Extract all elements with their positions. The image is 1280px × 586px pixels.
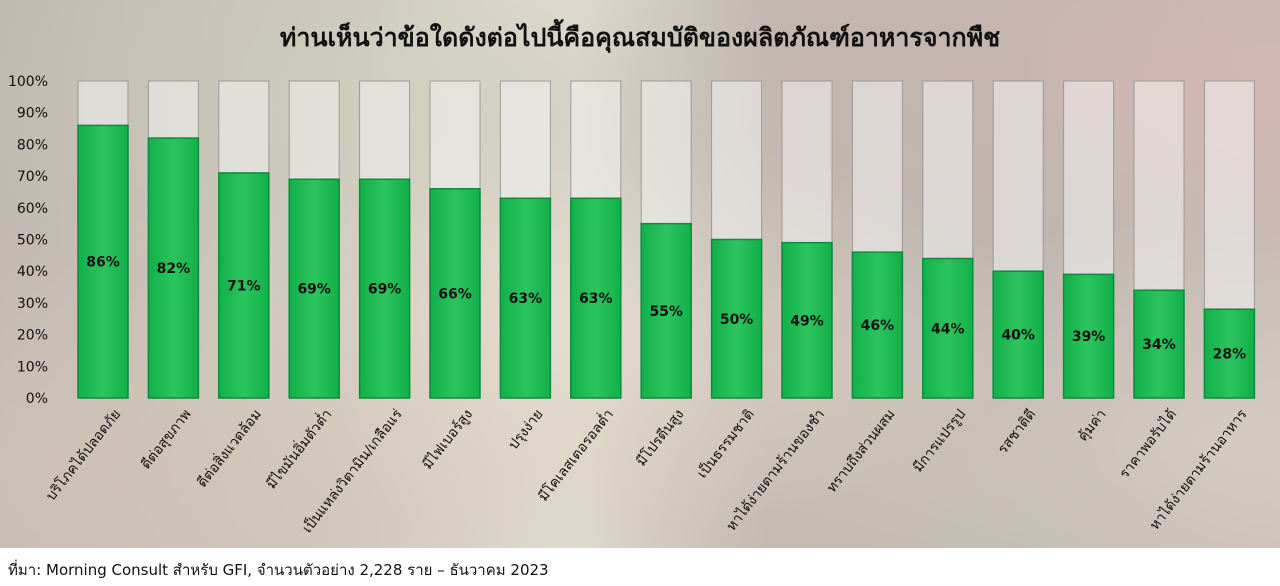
- bar: [922, 257, 974, 399]
- category-label: ดีต่อสิ่งแวดล้อม: [193, 405, 265, 490]
- bar-value-label: 69%: [297, 282, 331, 298]
- bar: [429, 188, 481, 399]
- y-tick-label: 30%: [17, 296, 48, 312]
- y-tick-label: 0%: [26, 391, 48, 407]
- category-label: เป็นธรรมชาติ: [693, 405, 758, 481]
- bar: [710, 238, 763, 399]
- y-tick-label: 100%: [8, 74, 48, 90]
- bar-value-label: 55%: [649, 304, 683, 320]
- bar: [851, 251, 904, 399]
- y-tick-label: 90%: [17, 106, 48, 122]
- bar-value-label: 82%: [157, 261, 191, 277]
- category-label: มีโปรตีนสูง: [633, 406, 688, 469]
- bar-value-label: 28%: [1213, 347, 1247, 363]
- bar: [218, 172, 270, 399]
- bar-value-label: 66%: [438, 286, 472, 302]
- category-label: บริโภคได้ปลอดภัย: [42, 406, 124, 504]
- y-tick-label: 80%: [17, 137, 48, 153]
- bar: [781, 241, 833, 399]
- bar-value-label: 40%: [1001, 328, 1035, 344]
- bar: [1133, 289, 1185, 399]
- category-label: มีโคเลสเตอรอลต่ำ: [534, 405, 617, 504]
- y-tick-label: 50%: [17, 233, 48, 249]
- category-label: มีการแปรรูป: [910, 407, 969, 476]
- bar-value-label: 71%: [227, 278, 261, 294]
- bar: [992, 270, 1044, 399]
- category-label: มีไขมันอิ่มตัวต่ำ: [262, 405, 335, 492]
- category-label: ทราบถึงส่วนผสม: [824, 407, 899, 496]
- bar-value-label: 49%: [790, 313, 824, 329]
- bar-value-label: 63%: [509, 291, 543, 307]
- bar-value-label: 69%: [368, 282, 402, 298]
- bar: [288, 178, 340, 399]
- source-note: ที่มา: Morning Consult สำหรับ GFI, จำนวน…: [8, 561, 549, 579]
- bar-value-label: 50%: [720, 312, 754, 328]
- y-tick-label: 10%: [17, 359, 48, 375]
- category-label: ดีต่อสุขภาพ: [138, 407, 194, 473]
- bar: [1062, 273, 1115, 399]
- bar-value-label: 63%: [579, 291, 613, 307]
- y-tick-label: 40%: [17, 264, 48, 280]
- bar: [499, 197, 552, 399]
- bar: [358, 178, 411, 399]
- bar-value-label: 46%: [861, 318, 895, 334]
- y-tick-label: 60%: [17, 201, 48, 217]
- category-label: มีไฟเบอร์สูง: [419, 406, 476, 473]
- category-label: รสชาติดี: [995, 407, 1039, 458]
- bar-value-label: 34%: [1142, 337, 1176, 353]
- y-tick-label: 20%: [17, 328, 48, 344]
- bar-chart: 0% 10% 20% 30% 40% 50% 60% 70% 80% 90% 100% 86% บริโ…: [8, 74, 1256, 536]
- y-tick-label: 70%: [17, 169, 48, 185]
- bar-value-label: 86%: [86, 255, 120, 271]
- bar: [147, 137, 200, 399]
- bar: [77, 124, 129, 399]
- bar: [570, 197, 622, 399]
- bar-value-label: 39%: [1072, 329, 1106, 345]
- bar: [640, 222, 692, 399]
- bar-value-label: 44%: [931, 321, 965, 337]
- chart-title: ท่านเห็นว่าข้อใดดังต่อไปนี้คือคุณสมบัติข…: [279, 23, 1001, 52]
- category-label: ราคาพอรับได้: [1116, 406, 1180, 482]
- category-label: คุ้มค่า: [1075, 407, 1110, 445]
- category-label: ปรุงง่าย: [506, 407, 547, 453]
- bar: [1203, 308, 1256, 399]
